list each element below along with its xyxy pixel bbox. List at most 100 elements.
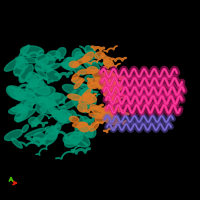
- Ellipse shape: [78, 69, 94, 74]
- Ellipse shape: [104, 57, 112, 66]
- Ellipse shape: [46, 127, 58, 135]
- Ellipse shape: [103, 114, 120, 125]
- Ellipse shape: [104, 70, 117, 83]
- Ellipse shape: [89, 113, 107, 118]
- Ellipse shape: [22, 125, 28, 132]
- Ellipse shape: [63, 57, 77, 69]
- Ellipse shape: [65, 135, 80, 147]
- Ellipse shape: [26, 74, 39, 86]
- Ellipse shape: [36, 68, 48, 80]
- Ellipse shape: [42, 63, 60, 72]
- Ellipse shape: [109, 93, 117, 101]
- Ellipse shape: [12, 138, 22, 148]
- Ellipse shape: [16, 57, 38, 63]
- Ellipse shape: [57, 111, 72, 123]
- Ellipse shape: [70, 139, 88, 147]
- Ellipse shape: [45, 128, 57, 140]
- Ellipse shape: [106, 114, 114, 121]
- Ellipse shape: [69, 116, 79, 122]
- Ellipse shape: [28, 72, 44, 87]
- Ellipse shape: [34, 132, 45, 144]
- Ellipse shape: [26, 84, 36, 94]
- Ellipse shape: [87, 128, 96, 138]
- Ellipse shape: [89, 122, 99, 131]
- Ellipse shape: [110, 95, 119, 103]
- Ellipse shape: [74, 65, 86, 75]
- Ellipse shape: [74, 127, 86, 136]
- Ellipse shape: [95, 113, 110, 123]
- Ellipse shape: [88, 78, 98, 88]
- Ellipse shape: [32, 114, 44, 127]
- Ellipse shape: [61, 63, 81, 68]
- Ellipse shape: [6, 86, 26, 100]
- Ellipse shape: [68, 94, 82, 100]
- Ellipse shape: [14, 89, 34, 98]
- Ellipse shape: [65, 58, 75, 68]
- Ellipse shape: [16, 92, 25, 99]
- Ellipse shape: [104, 92, 117, 99]
- Ellipse shape: [83, 93, 96, 103]
- Ellipse shape: [79, 116, 92, 131]
- Ellipse shape: [40, 107, 58, 114]
- Ellipse shape: [4, 57, 24, 71]
- Ellipse shape: [35, 98, 48, 102]
- Ellipse shape: [61, 63, 74, 70]
- Ellipse shape: [88, 83, 99, 89]
- Ellipse shape: [82, 94, 93, 104]
- Ellipse shape: [101, 54, 109, 61]
- Ellipse shape: [72, 49, 81, 59]
- Ellipse shape: [38, 99, 56, 107]
- Ellipse shape: [33, 87, 55, 98]
- Ellipse shape: [51, 93, 61, 99]
- Ellipse shape: [12, 107, 26, 112]
- Ellipse shape: [45, 93, 65, 106]
- Ellipse shape: [79, 89, 91, 103]
- Ellipse shape: [69, 61, 79, 68]
- Ellipse shape: [106, 96, 116, 101]
- Ellipse shape: [75, 52, 85, 61]
- Ellipse shape: [82, 90, 96, 105]
- Ellipse shape: [95, 52, 104, 59]
- Ellipse shape: [46, 70, 60, 81]
- Ellipse shape: [82, 87, 92, 97]
- Ellipse shape: [90, 105, 106, 117]
- Ellipse shape: [74, 79, 83, 89]
- Ellipse shape: [83, 126, 93, 137]
- Ellipse shape: [72, 78, 84, 83]
- Ellipse shape: [16, 59, 28, 69]
- Ellipse shape: [17, 109, 36, 122]
- Ellipse shape: [24, 97, 46, 105]
- Ellipse shape: [77, 123, 89, 132]
- Ellipse shape: [52, 111, 67, 122]
- Ellipse shape: [35, 57, 55, 71]
- Ellipse shape: [29, 79, 50, 95]
- Ellipse shape: [36, 102, 47, 113]
- Ellipse shape: [56, 48, 66, 58]
- Ellipse shape: [20, 46, 44, 57]
- Ellipse shape: [109, 83, 122, 95]
- Ellipse shape: [16, 104, 27, 113]
- Ellipse shape: [79, 89, 89, 98]
- Ellipse shape: [53, 125, 61, 132]
- Ellipse shape: [8, 86, 23, 101]
- Ellipse shape: [92, 70, 105, 81]
- Ellipse shape: [29, 117, 39, 126]
- Ellipse shape: [14, 62, 25, 76]
- Ellipse shape: [46, 51, 60, 60]
- Ellipse shape: [72, 95, 89, 113]
- Ellipse shape: [102, 106, 114, 115]
- Ellipse shape: [85, 75, 93, 82]
- Ellipse shape: [82, 52, 94, 62]
- Ellipse shape: [20, 98, 33, 110]
- Ellipse shape: [94, 107, 111, 114]
- Ellipse shape: [73, 122, 87, 127]
- Ellipse shape: [45, 97, 55, 106]
- Ellipse shape: [63, 132, 83, 144]
- Ellipse shape: [25, 128, 46, 137]
- Ellipse shape: [48, 107, 64, 120]
- Ellipse shape: [78, 103, 87, 112]
- Ellipse shape: [62, 84, 84, 96]
- Ellipse shape: [104, 61, 113, 67]
- Ellipse shape: [109, 83, 121, 91]
- Ellipse shape: [60, 98, 80, 110]
